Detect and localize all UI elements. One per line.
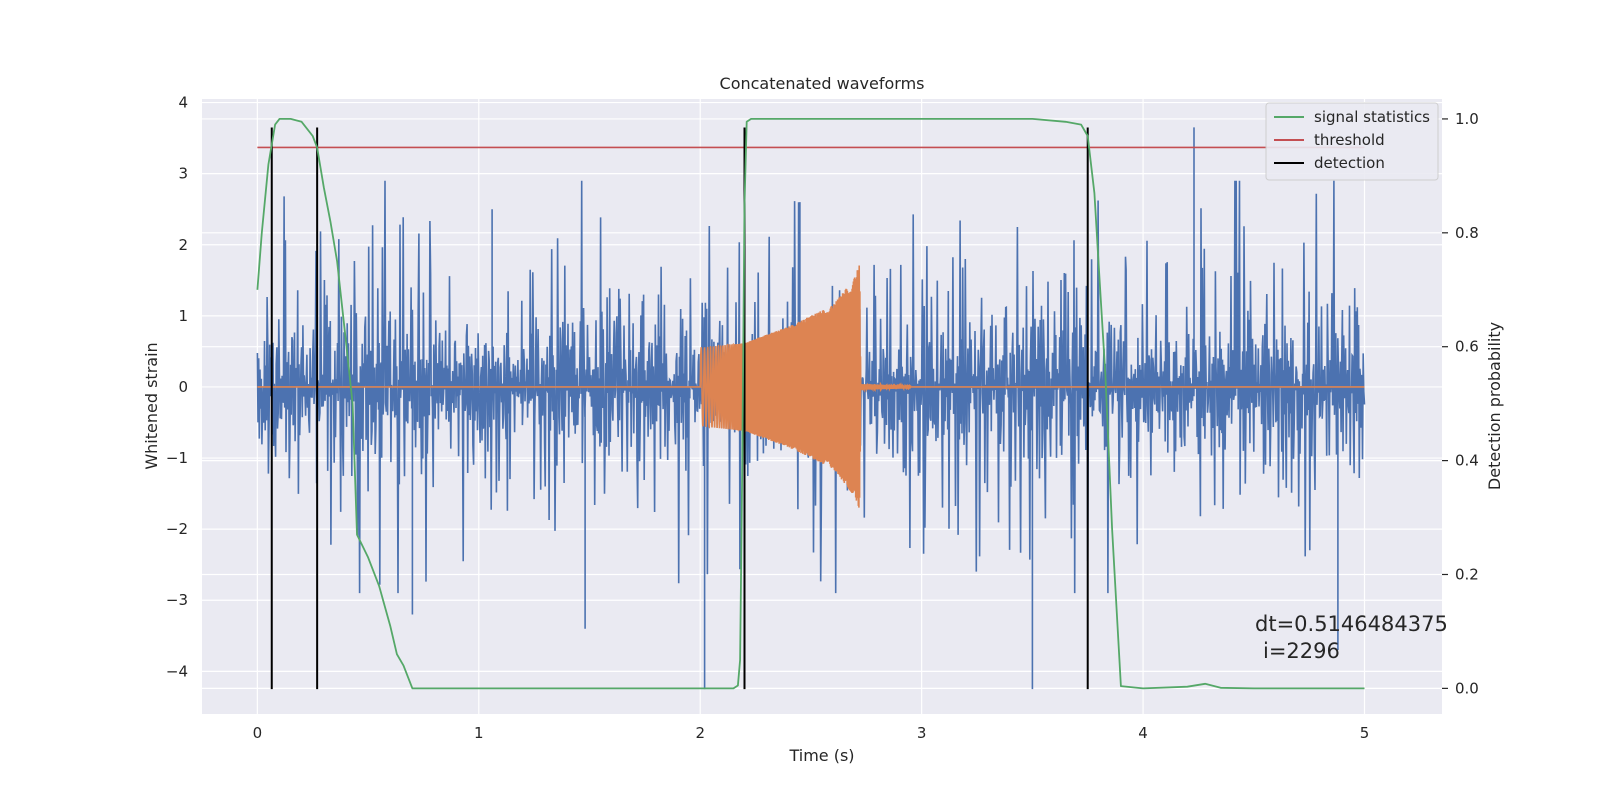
x-tick-label: 1 [474, 724, 484, 742]
y-tick-label: 4 [178, 94, 188, 112]
y-tick-label: 1 [178, 307, 188, 325]
y-tick-label: −1 [166, 449, 188, 467]
injected-waveform-series [257, 265, 1365, 508]
y2-tick-label: 1.0 [1455, 110, 1479, 128]
x-axis-label: Time (s) [788, 746, 854, 765]
y2-tick-label: 0.4 [1455, 452, 1479, 470]
y-tick-label: −4 [166, 662, 188, 680]
x-tick-label: 5 [1360, 724, 1370, 742]
signal-statistics-curve [256, 118, 1365, 690]
y-tick-label: 0 [178, 378, 188, 396]
x-tick-label: 4 [1138, 724, 1148, 742]
ticks-layer: 0 1 2 3 4 5 −4 −3 −2 −1 0 1 2 3 4 0.0 0.2 0.4 0.6 0.8 1.0 [166, 94, 1479, 742]
y2-tick-label: 0.0 [1455, 679, 1479, 697]
chart-title: Concatenated waveforms [720, 74, 925, 93]
legend-label: threshold [1314, 131, 1385, 149]
legend-label: signal statistics [1314, 108, 1430, 126]
series-layer [256, 118, 1366, 690]
annotation-dt: dt=0.5146484375 [1255, 612, 1448, 636]
y-tick-label: 3 [178, 165, 188, 183]
y2-tick-label: 0.8 [1455, 224, 1479, 242]
annotation-i: i=2296 [1263, 639, 1340, 663]
y-tick-label: −2 [166, 520, 188, 538]
legend: signal statistics threshold detection [1265, 102, 1439, 181]
x-tick-label: 2 [695, 724, 705, 742]
legend-label: detection [1314, 154, 1385, 172]
y2-tick-label: 0.6 [1455, 338, 1479, 356]
y-tick-label: 2 [178, 236, 188, 254]
y-tick-label: −3 [166, 591, 188, 609]
y2-tick-label: 0.2 [1455, 565, 1479, 583]
y-axis-label: Whitened strain [142, 342, 161, 469]
x-tick-label: 0 [253, 724, 263, 742]
y2-axis-label: Detection probability [1485, 322, 1504, 490]
x-tick-label: 3 [917, 724, 927, 742]
legend-box [1265, 102, 1439, 181]
